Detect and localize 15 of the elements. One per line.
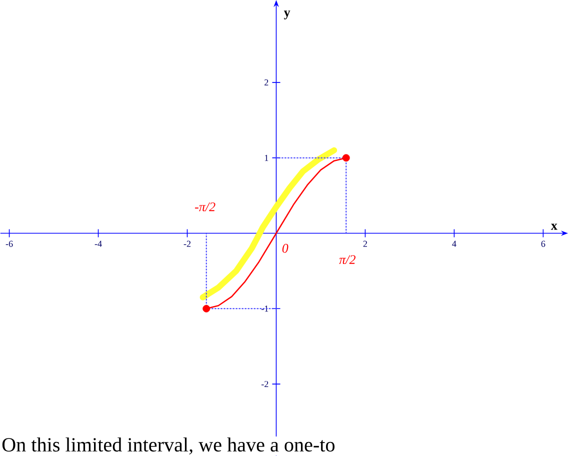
annotation: π/2 [339,255,356,264]
x-tick-label: -4 [94,240,102,247]
annotation: -π/2 [195,202,216,212]
y-tick-label: 2 [264,79,268,86]
x-tick-label: -2 [184,240,191,247]
y-tick-label: -2 [261,381,268,387]
x-tick-label: 4 [452,240,456,247]
y-axis-title: y [284,10,290,20]
x-tick-label: 6 [541,240,546,247]
annotation: 0 [282,244,288,253]
x-tick-label: -6 [6,240,13,247]
y-tick-label: 1 [264,154,268,161]
annotation: On this limited interval, we have a one-to [2,437,335,454]
x-tick-label: 2 [363,240,367,247]
x-axis-title: x [550,224,558,230]
